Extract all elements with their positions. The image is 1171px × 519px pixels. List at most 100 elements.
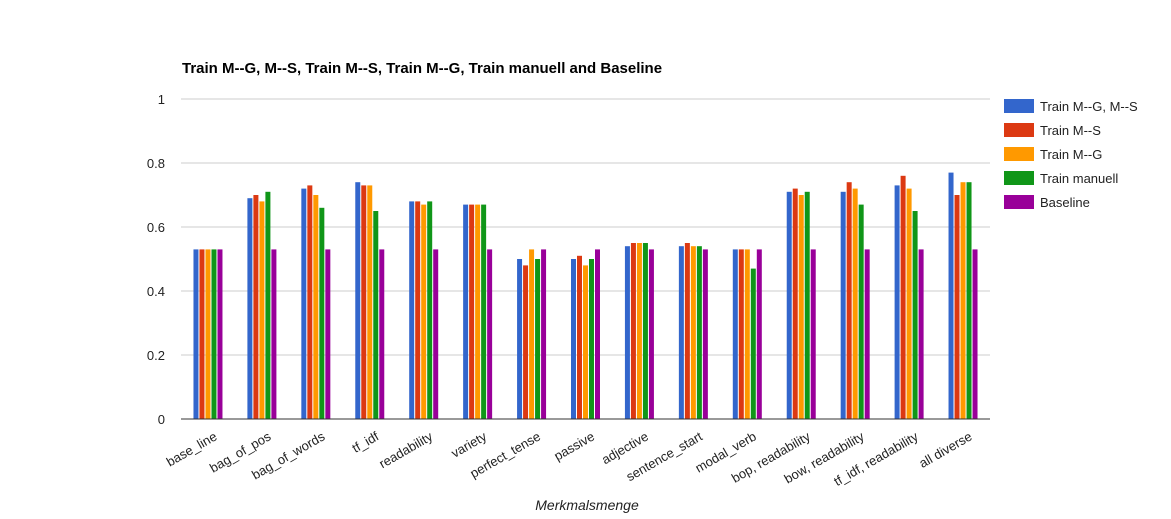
y-tick-label: 1 [158,92,165,107]
bar [193,249,199,419]
bar [966,182,972,419]
bar [583,265,588,419]
bar [846,182,852,419]
bar [247,198,253,419]
bar [798,195,804,419]
bar [972,249,978,419]
x-tick-label: all diverse [916,429,974,471]
bar [852,188,858,419]
y-tick-label: 0.8 [147,156,165,171]
bar [325,249,331,419]
bar [648,249,654,419]
bar [313,195,319,419]
bar [265,191,271,419]
bar [355,182,361,419]
chart-title: Train M--G, M--S, Train M--S, Train M--G… [182,60,662,77]
bar [253,195,259,419]
legend-swatch [1004,195,1034,209]
legend-label: Train manuell [1040,171,1118,186]
bar [595,249,600,419]
bar [744,249,750,419]
x-tick-label: variety [448,428,489,460]
bar [517,259,523,419]
bar [217,249,223,419]
bar [571,259,576,419]
bar [469,204,475,419]
bar [732,249,738,419]
axes: 0 0.2 0.4 0.6 0.8 1 [147,92,990,427]
bar [211,249,217,419]
y-tick-label: 0.6 [147,220,165,235]
bar [433,249,439,419]
bar [636,243,642,419]
bar [630,243,636,419]
bar [577,255,582,419]
bar [918,249,924,419]
bar [624,246,630,419]
bar [642,243,648,419]
bar [361,185,367,419]
legend-swatch [1004,123,1034,137]
y-tick-label: 0.4 [147,284,165,299]
bar [912,211,918,419]
bar [750,268,756,419]
bar [792,188,798,419]
bar [864,249,870,419]
bar [301,188,307,419]
bar [205,249,211,419]
bar [487,249,493,419]
bar [589,259,594,419]
bar [259,201,265,419]
bar [840,191,846,419]
bar [738,249,744,419]
legend-label: Train M--G [1040,147,1102,162]
bar [415,201,421,419]
bar [367,185,373,419]
bar [535,259,541,419]
legend-swatch [1004,99,1034,113]
bar [199,249,205,419]
y-tick-label: 0.2 [147,348,165,363]
bar [409,201,415,419]
bar [960,182,966,419]
legend-swatch [1004,171,1034,185]
bar [696,246,702,419]
bar [529,249,535,419]
bar [427,201,433,419]
bar [319,207,325,419]
bars [193,172,978,419]
bar [678,246,684,419]
legend-label: Train M--S [1040,123,1101,138]
bar [948,172,954,419]
bar [894,185,900,419]
legend-label: Train M--G, M--S [1040,99,1138,114]
bar [373,211,379,419]
bar [810,249,816,419]
legend: Train M--G, M--S Train M--S Train M--G Trai… [1004,99,1138,210]
bar [906,188,912,419]
x-tick-label: readability [376,428,435,471]
bar [421,204,427,419]
bar [702,249,708,419]
bar [786,191,792,419]
x-tick-label: tf_idf [349,428,381,455]
bar [307,185,313,419]
bar [690,246,696,419]
bar [954,195,960,419]
bar [463,204,469,419]
bar [271,249,277,419]
x-tick-label: passive [551,429,597,464]
bar [756,249,762,419]
bar [481,204,487,419]
bar [379,249,385,419]
bar [900,175,906,419]
x-axis-label: Merkmalsmenge [535,497,639,513]
bar [858,204,864,419]
legend-swatch [1004,147,1034,161]
bar [684,243,690,419]
y-tick-label: 0 [158,412,165,427]
legend-label: Baseline [1040,195,1090,210]
